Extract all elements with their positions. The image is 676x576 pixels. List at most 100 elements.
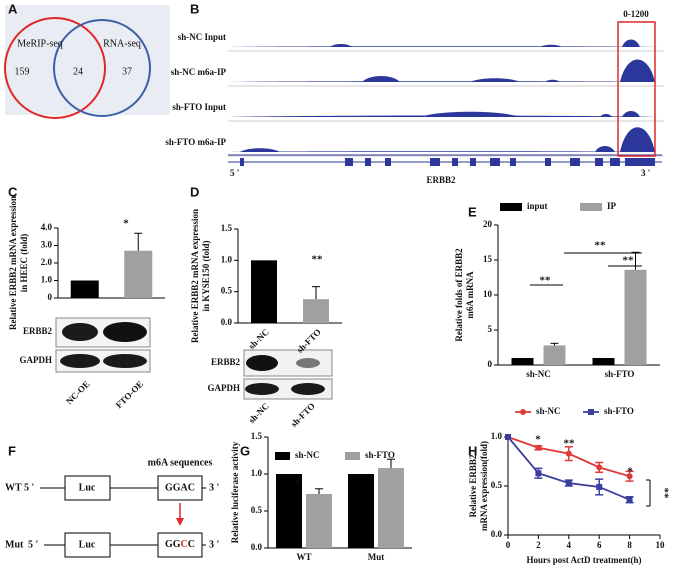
coverage-peak <box>622 39 640 47</box>
coverage-peak <box>420 111 520 117</box>
track-label: sh-FTO Input <box>172 102 226 112</box>
exon <box>345 158 353 166</box>
bar <box>303 299 329 323</box>
y-tick-label: 1.0 <box>41 275 53 285</box>
coverage-peak <box>240 148 280 152</box>
significance-label: ** <box>312 254 324 266</box>
coverage-peak <box>620 59 655 82</box>
blot-label: ERBB2 <box>211 357 241 367</box>
y-tick-label: 0.0 <box>491 529 503 539</box>
bar <box>306 493 332 548</box>
x-tick-label: 6 <box>597 540 602 550</box>
x-tick-label: sh-FTO <box>605 369 635 379</box>
venn-count: 37 <box>122 66 132 77</box>
blot-band <box>103 354 147 368</box>
venn-count: 159 <box>15 66 30 77</box>
exon <box>625 158 655 166</box>
blot-band <box>62 323 98 341</box>
significance-label: ** <box>623 255 635 267</box>
y-tick-label: 1.5 <box>221 223 233 233</box>
blot-band <box>291 383 325 395</box>
track-label: sh-NC Input <box>178 32 226 42</box>
y-tick-label: 1.0 <box>491 431 503 441</box>
marker <box>565 480 572 487</box>
panel-label: B <box>190 1 199 16</box>
legend-label: input <box>527 201 548 211</box>
legend-marker <box>520 409 526 415</box>
bar <box>543 345 566 365</box>
venn-count: 24 <box>73 66 83 77</box>
legend-swatch <box>500 203 522 211</box>
bar <box>124 250 153 298</box>
y-tick-label: 4.0 <box>41 222 53 232</box>
panel-label: F <box>8 443 16 458</box>
construct-box <box>157 475 203 501</box>
box-label: GGAC <box>165 482 195 493</box>
venn-set-label: RNA-seq <box>103 38 141 49</box>
panel-label: E <box>468 204 477 219</box>
x-tick-label: 2 <box>536 540 541 550</box>
legend-label: IP <box>607 201 617 211</box>
y-axis-label: in HEEC (fold) <box>19 234 29 293</box>
legend-label: sh-FTO <box>365 450 395 460</box>
blot-band <box>246 355 278 371</box>
y-tick-label: 3.0 <box>41 240 53 250</box>
y-tick-label: 0.5 <box>221 286 233 296</box>
x-tick-label: sh-NC <box>246 327 270 351</box>
panel-label: D <box>190 184 199 199</box>
venn-circle <box>53 19 151 117</box>
panel-label: A <box>8 1 18 16</box>
three-prime: 3 ' <box>209 482 220 493</box>
blot-label: ERBB2 <box>23 326 53 336</box>
exon <box>452 158 458 166</box>
coverage-peak <box>228 151 660 152</box>
legend-label: sh-NC <box>536 406 561 416</box>
significance-label: ** <box>540 275 552 287</box>
three-prime: 3 ' <box>209 539 220 550</box>
coverage-tracks <box>228 39 664 166</box>
coverage-peak <box>595 146 615 152</box>
exon <box>240 158 244 166</box>
gene-name: ERBB2 <box>426 175 456 185</box>
venn-set-label: MeRIP-seq <box>17 38 63 49</box>
track-label: sh-NC m6a-IP <box>171 67 227 77</box>
construct-box <box>64 532 111 558</box>
y-axis-label: Relative folds of ERBB2 <box>454 248 464 342</box>
y-axis-label: mRNA expression(fold) <box>479 441 489 531</box>
significance-label: ** <box>658 488 670 500</box>
coverage-peak <box>600 114 612 117</box>
five-prime: 5 ' <box>24 482 35 493</box>
marker <box>565 450 572 457</box>
coverage-peak <box>230 81 660 82</box>
exon <box>570 158 580 166</box>
y-tick-label: 0 <box>488 359 493 369</box>
marker <box>535 470 542 477</box>
y-tick-label: 10 <box>483 289 493 299</box>
highlight-box <box>617 21 656 157</box>
bar <box>70 280 99 298</box>
box-label: Luc <box>79 482 96 493</box>
box-label: GGCC <box>165 539 195 550</box>
panel-label: C <box>8 184 18 199</box>
blot-band <box>60 354 100 368</box>
marker <box>535 444 542 451</box>
significance-label: * <box>627 466 633 478</box>
y-axis-label: Relative luciferase activity <box>230 441 240 543</box>
blot-lane-label: sh-NC <box>246 401 270 425</box>
y-tick-label: 2.0 <box>41 257 53 267</box>
coverage-peak <box>470 78 520 82</box>
y-axis-label: m6A mRNA <box>465 271 475 319</box>
x-tick-label: WT <box>296 552 311 562</box>
y-axis-label: Relative ERBB2 mRNA expression <box>8 196 18 330</box>
panel-label: G <box>240 443 250 458</box>
coverage-peak <box>540 44 562 47</box>
bar <box>348 474 374 548</box>
exon <box>490 158 500 166</box>
exon <box>510 158 516 166</box>
construct-name: Mut <box>5 539 24 550</box>
blot-label: GAPDH <box>208 383 241 393</box>
y-tick-label: 0.5 <box>251 505 263 515</box>
y-tick-label: 20 <box>483 219 493 229</box>
venn-circle <box>4 17 106 119</box>
y-tick-label: 0 <box>48 292 53 302</box>
